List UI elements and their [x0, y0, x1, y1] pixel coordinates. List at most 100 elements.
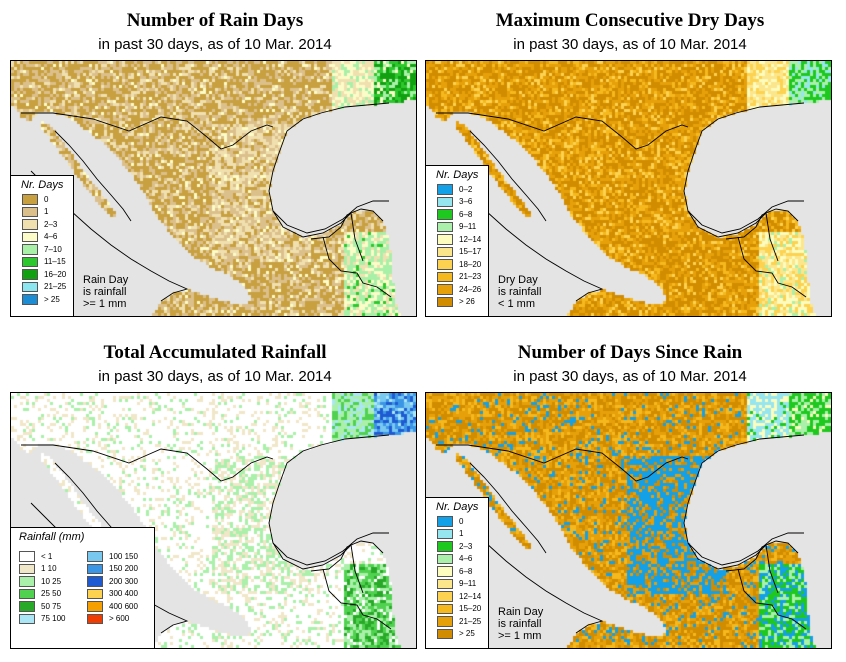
boundary-line	[350, 544, 364, 594]
legend-entry: 10 25	[11, 575, 65, 588]
legend: Nr. Days 0–2 3–6 6–8 9–11 12–14 15–17 18–20 21–…	[426, 165, 489, 316]
legend-label: 6–8	[459, 566, 473, 576]
legend-title: Nr. Days	[436, 501, 479, 513]
boundary-line	[21, 112, 274, 150]
legend-swatch	[437, 528, 453, 539]
legend-swatch	[87, 563, 103, 574]
boundary-line	[322, 568, 392, 630]
legend-entry: 9–11	[426, 221, 488, 234]
legend-label: 150 200	[109, 564, 138, 574]
legend-label: 7–10	[44, 244, 62, 254]
legend-title: Nr. Days	[436, 169, 479, 181]
legend-swatch	[437, 628, 453, 639]
boundary-line	[21, 444, 274, 482]
legend-entry: 21–25	[426, 615, 488, 628]
legend-label: 16–20	[44, 269, 67, 279]
legend-entry: 400 600	[79, 600, 138, 613]
legend-entry: 25 50	[11, 588, 65, 601]
legend-swatch	[437, 284, 453, 295]
legend-label: 6–8	[459, 209, 473, 219]
legend-label: 21–25	[44, 282, 67, 292]
legend-entry: 150 200	[79, 563, 138, 576]
legend-entry: 6–8	[426, 208, 488, 221]
boundary-line	[322, 236, 392, 298]
legend-label: 75 100	[41, 614, 66, 624]
panel-accumulated-rainfall: Total Accumulated Rainfall in past 30 da…	[10, 332, 420, 662]
legend-entry: 3–6	[426, 196, 488, 209]
legend-entry: 9–11	[426, 578, 488, 591]
legend-swatch	[437, 209, 453, 220]
panel-subtitle: in past 30 days, as of 10 Mar. 2014	[98, 368, 332, 385]
panel-title: Number of Days Since Rain	[517, 342, 743, 363]
legend-swatch	[437, 296, 453, 307]
panel-subtitle: in past 30 days, as of 10 Mar. 2014	[513, 368, 747, 385]
legend-title: Nr. Days	[21, 179, 64, 191]
boundary-line	[737, 236, 807, 298]
legend-entry: 6–8	[426, 565, 488, 578]
map-accumulated-rainfall: Rainfall (mm) < 1 1 10 10 25 25 50 50 75 75 1…	[10, 392, 417, 649]
coastline	[268, 434, 390, 570]
map-days-since-rain: Nr. Days 0 1 2–3 4–6 6–8 9–11 12–14 15–20 21–25 >…	[425, 392, 832, 649]
legend-swatch	[437, 516, 453, 527]
legend-entry: 18–20	[426, 258, 488, 271]
legend-swatch	[87, 576, 103, 587]
legend-entry: > 600	[79, 613, 138, 626]
legend-label: 1	[44, 207, 49, 217]
legend-label: 1	[459, 529, 464, 539]
legend-entry: 75 100	[11, 613, 65, 626]
legend-entry: 4–6	[11, 231, 73, 244]
legend-label: 21–25	[459, 616, 482, 626]
legend-swatch	[19, 613, 35, 624]
legend-entry: 1	[11, 206, 73, 219]
legend-entry: 21–23	[426, 271, 488, 284]
legend-label: 12–14	[459, 234, 482, 244]
legend-swatch	[22, 219, 38, 230]
legend-swatch	[19, 588, 35, 599]
coastline	[683, 102, 805, 238]
boundary-line	[687, 532, 804, 566]
legend-swatch	[437, 591, 453, 602]
legend-label: 4–6	[459, 554, 473, 564]
map-note: Rain Day is rainfall >= 1 mm	[83, 274, 129, 310]
boundary-line	[737, 568, 807, 630]
legend-entry: > 25	[11, 293, 73, 306]
legend-entry: 21–25	[11, 281, 73, 294]
boundary-line	[687, 200, 804, 234]
legend-swatch	[437, 578, 453, 589]
boundary-line	[350, 212, 364, 262]
legend-swatch	[19, 563, 35, 574]
map-raster	[11, 61, 416, 316]
legend-label: 24–26	[459, 284, 482, 294]
legend-swatch	[19, 551, 35, 562]
legend-swatch	[22, 281, 38, 292]
legend-label: > 600	[109, 614, 130, 624]
boundary-line	[272, 532, 389, 566]
legend: Nr. Days 0 1 2–3 4–6 6–8 9–11 12–14 15–20 21–25 >…	[426, 497, 489, 648]
legend-entry: 300 400	[79, 588, 138, 601]
legend-entry: 16–20	[11, 268, 73, 281]
legend: Rainfall (mm) < 1 1 10 10 25 25 50 50 75 75 1…	[11, 527, 155, 648]
legend-swatch	[437, 259, 453, 270]
legend-label: > 26	[459, 297, 475, 307]
legend-swatch	[19, 576, 35, 587]
legend-swatch	[22, 206, 38, 217]
legend-label: > 25	[459, 629, 475, 639]
boundary-line	[54, 130, 132, 222]
legend-label: 50 75	[41, 601, 62, 611]
panel-rain-days: Number of Rain Days in past 30 days, as …	[10, 0, 420, 330]
legend-label: > 25	[44, 294, 60, 304]
legend-entry: 0	[11, 193, 73, 206]
legend-entry: 0–2	[426, 183, 488, 196]
panel-dry-days: Maximum Consecutive Dry Days in past 30 …	[425, 0, 835, 330]
legend-entry: 0	[426, 515, 488, 528]
legend-label: 10 25	[41, 576, 62, 586]
legend-label: 0	[459, 516, 464, 526]
legend-entry: 2–3	[426, 540, 488, 553]
map-boundaries	[436, 434, 807, 634]
map-note: Dry Day is rainfall < 1 mm	[498, 274, 542, 310]
legend-swatch	[437, 603, 453, 614]
legend-swatch	[87, 613, 103, 624]
legend-entry: 50 75	[11, 600, 65, 613]
legend-entry: 11–15	[11, 256, 73, 269]
legend-swatch	[22, 256, 38, 267]
